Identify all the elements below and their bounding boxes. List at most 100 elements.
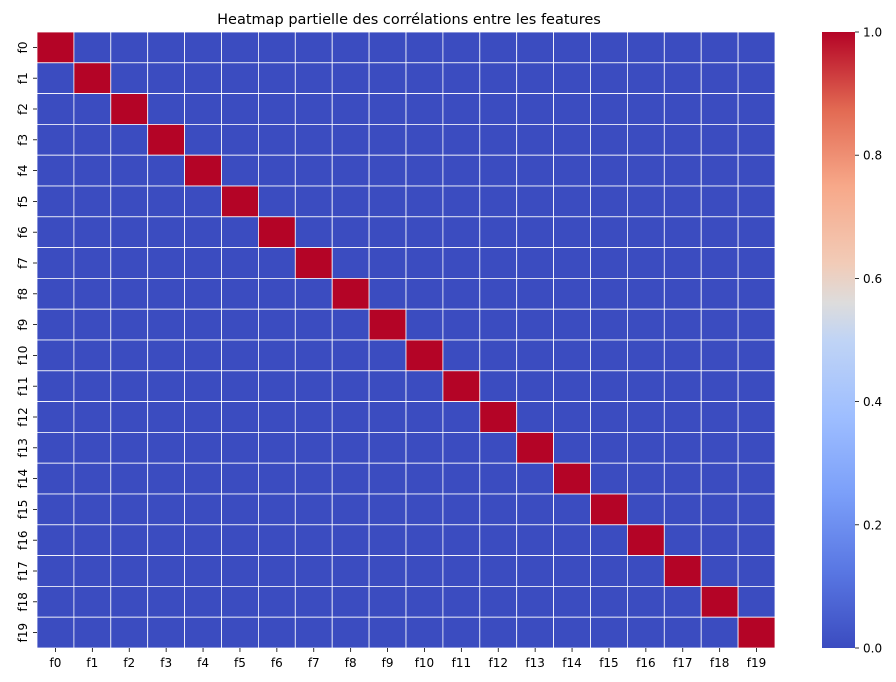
heatmap-cell: [627, 616, 665, 649]
heatmap-cell: [516, 93, 555, 125]
heatmap-cell: [257, 401, 296, 433]
heatmap-cell: [553, 462, 591, 495]
heatmap-cell: [368, 586, 407, 618]
heatmap-cell: [73, 62, 112, 94]
heatmap-cell: [737, 586, 776, 618]
heatmap-cell: [405, 308, 444, 341]
heatmap-cell: [221, 93, 259, 125]
heatmap-cell: [663, 431, 702, 464]
heatmap-cell: [294, 93, 333, 125]
heatmap-cell: [110, 555, 149, 587]
heatmap-cell: [257, 370, 296, 402]
heatmap-cell: [110, 185, 149, 218]
heatmap-cell: [147, 555, 185, 587]
heatmap-cell: [368, 216, 407, 249]
heatmap-cell: [73, 524, 112, 556]
heatmap-cell: [479, 62, 518, 94]
heatmap-cell: [590, 462, 628, 495]
heatmap-cell: [737, 31, 776, 64]
heatmap-cell: [184, 586, 222, 618]
heatmap-cell: [331, 555, 370, 587]
heatmap-cell: [368, 93, 407, 125]
heatmap-cell: [257, 555, 296, 587]
heatmap-cell: [294, 247, 333, 279]
heatmap-cell: [516, 277, 555, 310]
heatmap-cell: [627, 62, 665, 94]
colorbar-tick-label: 1.0: [863, 26, 882, 40]
heatmap-cell: [442, 93, 481, 125]
y-tick-label: f15: [16, 500, 30, 520]
heatmap-cell: [294, 339, 333, 372]
heatmap-cell: [221, 154, 259, 187]
heatmap-cell: [257, 154, 296, 187]
heatmap-cell: [110, 277, 149, 310]
heatmap-cell: [627, 586, 665, 618]
heatmap-cell: [479, 370, 518, 402]
heatmap-cell: [627, 124, 665, 156]
heatmap-cell: [700, 216, 739, 249]
colorbar-tick-label: 0.8: [863, 149, 882, 163]
heatmap-cell: [700, 124, 739, 156]
heatmap-cell: [442, 185, 481, 218]
y-tick-label: f0: [16, 41, 30, 53]
heatmap-cell: [257, 524, 296, 556]
heatmap-cell: [442, 277, 481, 310]
heatmap-cell: [147, 277, 185, 310]
heatmap-cell: [221, 308, 259, 341]
heatmap-cell: [147, 216, 185, 249]
heatmap-cell: [442, 124, 481, 156]
heatmap-cell: [221, 277, 259, 310]
heatmap-cell: [663, 154, 702, 187]
heatmap-cell: [405, 31, 444, 64]
heatmap-cell: [331, 462, 370, 495]
heatmap-cell: [442, 154, 481, 187]
heatmap-cell: [294, 277, 333, 310]
heatmap-cell: [147, 370, 185, 402]
heatmap-cell: [479, 586, 518, 618]
heatmap-cell: [516, 185, 555, 218]
heatmap-cell: [331, 277, 370, 310]
heatmap-cell: [221, 185, 259, 218]
heatmap-cell: [405, 216, 444, 249]
heatmap-cell: [700, 277, 739, 310]
heatmap-cell: [184, 62, 222, 94]
heatmap-cell: [405, 493, 444, 526]
heatmap-cell: [221, 216, 259, 249]
heatmap-cell: [73, 586, 112, 618]
heatmap-cell: [110, 31, 149, 64]
heatmap-cell: [442, 216, 481, 249]
heatmap-cell: [294, 586, 333, 618]
heatmap-cell: [73, 216, 112, 249]
heatmap-cell: [36, 431, 75, 464]
heatmap-cell: [516, 524, 555, 556]
heatmap-cell: [663, 339, 702, 372]
heatmap-cell: [663, 462, 702, 495]
heatmap-cell: [147, 31, 185, 64]
y-tick-label: f2: [16, 103, 30, 115]
heatmap-cell: [147, 493, 185, 526]
x-tick-label: f8: [345, 656, 357, 670]
x-tick-label: f5: [234, 656, 246, 670]
heatmap-cell: [184, 185, 222, 218]
heatmap-cell: [479, 247, 518, 279]
heatmap-cell: [700, 62, 739, 94]
x-tick-label: f13: [525, 656, 545, 670]
heatmap-cell: [627, 216, 665, 249]
heatmap-cell: [516, 401, 555, 433]
heatmap-cell: [331, 616, 370, 649]
heatmap-cell: [36, 462, 75, 495]
heatmap-cell: [590, 493, 628, 526]
heatmap-cell: [331, 370, 370, 402]
heatmap-cell: [700, 93, 739, 125]
heatmap-cell: [627, 31, 665, 64]
heatmap-cell: [110, 493, 149, 526]
heatmap-cell: [553, 401, 591, 433]
heatmap-cell: [368, 524, 407, 556]
heatmap-cell: [36, 339, 75, 372]
heatmap-cell: [590, 524, 628, 556]
heatmap-cell: [257, 616, 296, 649]
heatmap-cell: [553, 586, 591, 618]
heatmap-cell: [184, 31, 222, 64]
heatmap-cell: [184, 616, 222, 649]
heatmap-cell: [590, 124, 628, 156]
